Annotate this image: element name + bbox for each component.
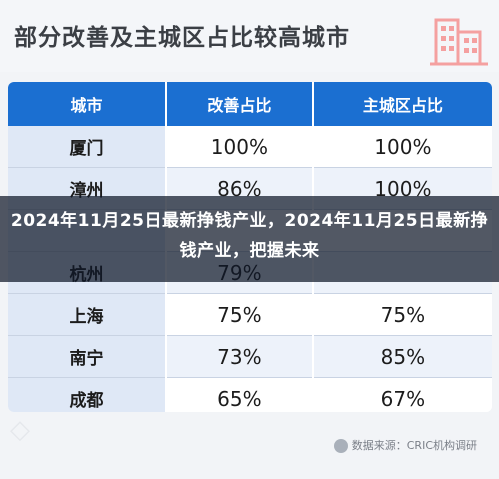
article-title[interactable]: 2024年11月25日最新挣钱产业，2024年11月25日最新挣钱产业，把握未来	[10, 211, 489, 261]
column-header-improvement: 改善占比	[166, 82, 314, 126]
source-text: 数据来源：CRIC机构调研	[351, 439, 477, 452]
source-logo-icon	[333, 439, 348, 453]
value-cell: 67%	[312, 377, 492, 412]
table-row: 南宁 73% 85%	[8, 335, 492, 378]
city-cell: 上海	[8, 293, 167, 336]
value-cell: 73%	[166, 335, 314, 378]
value-cell: 100%	[166, 126, 314, 168]
header: 部分改善及主城区占比较高城市	[0, 0, 499, 72]
value-cell: 100%	[312, 126, 492, 168]
column-header-city: 城市	[8, 82, 167, 126]
city-cell: 厦门	[8, 126, 167, 168]
table-row: 成都 65% 67%	[8, 377, 492, 412]
data-source-note: 数据来源：CRIC机构调研	[333, 437, 477, 453]
page-title: 部分改善及主城区占比较高城市	[14, 25, 350, 51]
city-cell: 南宁	[8, 335, 167, 378]
building-icon	[430, 18, 488, 66]
table-row: 上海 75% 75%	[8, 293, 492, 336]
article-title-banner: 2024年11月25日最新挣钱产业，2024年11月25日最新挣钱产业，把握未来	[0, 196, 499, 282]
city-cell: 成都	[8, 377, 167, 412]
value-cell: 75%	[312, 293, 492, 336]
column-header-main-district: 主城区占比	[312, 82, 492, 126]
value-cell: 75%	[166, 293, 314, 336]
table-row: 厦门 100% 100%	[8, 126, 492, 168]
table-header-row: 城市 改善占比 主城区占比	[8, 82, 492, 126]
value-cell: 65%	[166, 377, 314, 412]
value-cell: 85%	[312, 335, 492, 378]
